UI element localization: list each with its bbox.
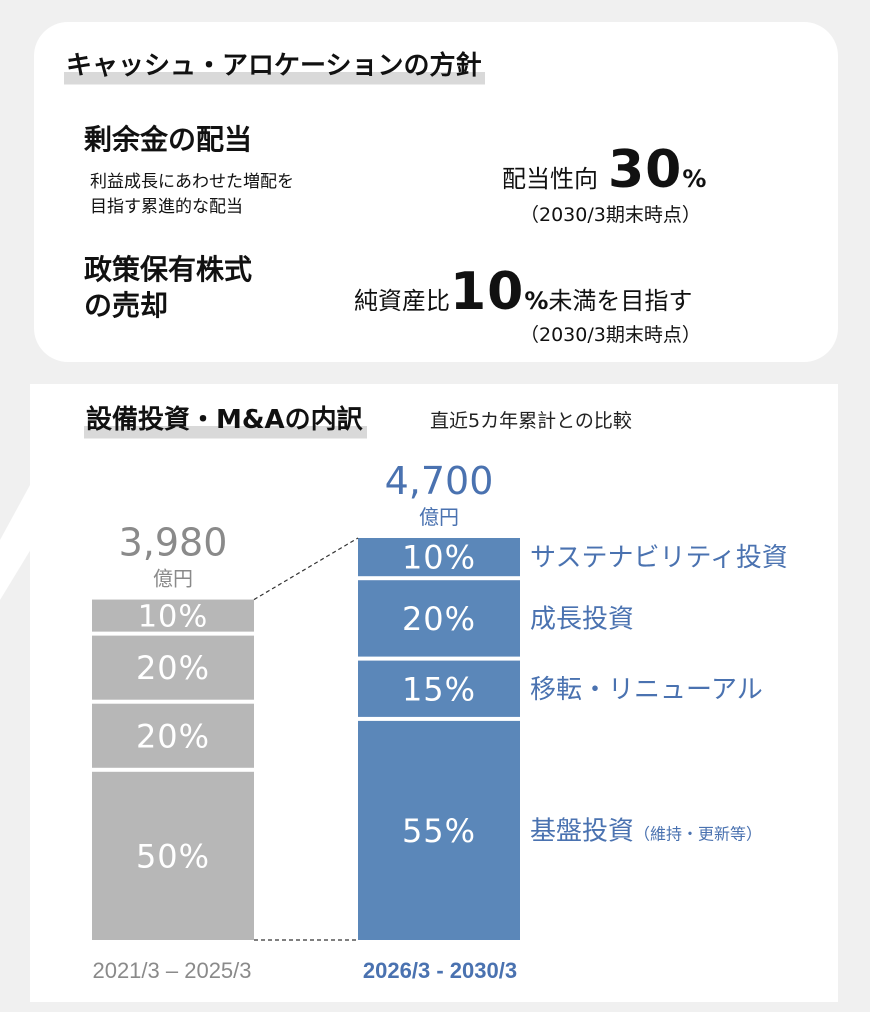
holdings-label: 純資産比 [354, 287, 450, 315]
dividend-note: （2030/3期末時点） [520, 204, 701, 226]
dividend-label: 配当性向 [502, 165, 598, 193]
total-unit-label: 億円 [153, 567, 193, 591]
bar-segment-plan-3 [358, 538, 520, 577]
category-label: 2026/3 - 2030/3 [363, 958, 517, 983]
segment-label: 55% [402, 812, 476, 850]
holdings-target: 純資産比10%未満を目指す [354, 262, 692, 322]
series-name-note: （維持・更新等） [634, 824, 762, 843]
series-label: サステナビリティ投資 [530, 543, 788, 573]
series-label: 基盤投資（維持・更新等） [530, 816, 762, 846]
holdings-suffix: 未満を目指す [548, 287, 693, 315]
total-unit-label: 億円 [419, 505, 459, 529]
dividend-value: 30 [608, 140, 683, 200]
bar-segment-plan-0 [358, 720, 520, 940]
segment-label: 15% [402, 670, 476, 708]
series-name: 成長投資 [530, 604, 634, 634]
dividend-description-line: 目指す累進的な配当 [90, 197, 243, 217]
dividend-description-line: 利益成長にあわせた増配を [90, 172, 294, 192]
bar-segment-previous-3 [92, 599, 254, 632]
series-name: 移転・リニューアル [530, 675, 763, 705]
total-value-label: 4,700 [385, 459, 494, 503]
segment-label: 20% [136, 717, 210, 755]
dividend-title: 剰余金の配当 [84, 123, 253, 156]
total-value-label: 3,980 [119, 521, 228, 565]
holdings-value: 10 [450, 262, 525, 322]
segment-label: 50% [136, 837, 210, 875]
category-label: 2021/3 – 2025/3 [92, 958, 251, 983]
connector-line-top [253, 537, 359, 601]
breakdown-subtitle: 直近5カ年累計との比較 [430, 410, 632, 432]
segment-label: 20% [136, 649, 210, 687]
holdings-title: 政策保有株式 の売却 [84, 252, 294, 324]
segment-label: 10% [138, 600, 209, 635]
cash-allocation-policy-card: キャッシュ・アロケーションの方針 剰余金の配当 利益成長にあわせた増配を 目指す… [34, 22, 838, 362]
holdings-note: （2030/3期末時点） [520, 324, 701, 346]
series-name: 基盤投資 [530, 816, 634, 846]
bar-segment-previous-1 [92, 703, 254, 768]
bar-segment-previous-0 [92, 771, 254, 940]
holdings-title-line: の売却 [84, 289, 169, 322]
dividend-unit: % [682, 165, 707, 193]
segment-label: 10% [402, 539, 476, 577]
series-label: 成長投資 [530, 604, 634, 634]
holdings-title-line: 政策保有株式 [84, 253, 253, 286]
bar-segment-previous-2 [92, 635, 254, 700]
breakdown-heading: 設備投資・M&Aの内訳 [84, 400, 367, 442]
policy-heading: キャッシュ・アロケーションの方針 [64, 46, 486, 88]
dividend-description: 利益成長にあわせた増配を 目指す累進的な配当 [90, 170, 390, 220]
series-name: サステナビリティ投資 [530, 543, 788, 573]
bar-segment-plan-1 [358, 660, 520, 717]
holdings-unit: % [524, 287, 549, 315]
bar-segment-plan-2 [358, 580, 520, 657]
segment-label: 20% [402, 600, 476, 638]
series-label: 移転・リニューアル [530, 675, 763, 705]
dividend-payout-target: 配当性向 30% [502, 140, 706, 200]
